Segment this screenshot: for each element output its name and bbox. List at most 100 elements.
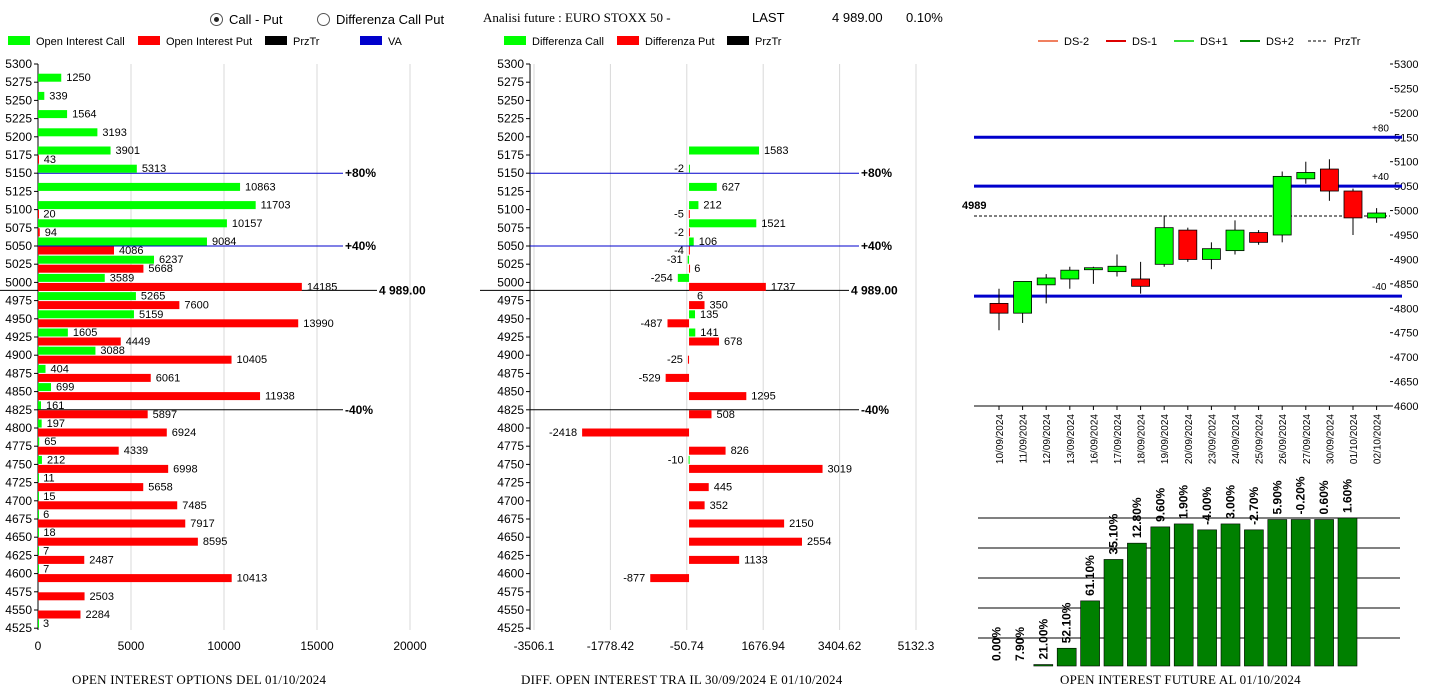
strike-label: 5300 (5, 57, 32, 71)
candle-body (1131, 278, 1151, 287)
bar-value-label: 6237 (159, 254, 183, 266)
bar-value-label: 9084 (212, 236, 236, 248)
bar-value-label: 13990 (303, 318, 334, 330)
strike-label: 4625 (5, 548, 32, 562)
bar-put (689, 464, 823, 473)
bar-value-label: -31 (667, 254, 683, 266)
strike-label: 4675 (497, 512, 524, 526)
bar-value-label: 445 (714, 482, 732, 494)
y-tick-label: 5000 (1394, 206, 1418, 218)
przTr-label: 4989 (962, 200, 986, 212)
bar-call (38, 128, 98, 137)
last-value: 4 989.00 (832, 10, 883, 25)
future-oi-label: 35.10% (1107, 513, 1121, 554)
bar-value-label: 3589 (110, 272, 134, 284)
future-oi-label: 52.10% (1060, 602, 1074, 643)
bar-put (689, 392, 747, 401)
strike-label: 5075 (5, 221, 32, 235)
bar-put (688, 210, 690, 219)
bar-value-label: 10863 (245, 181, 276, 193)
bar-value-label: 352 (710, 500, 728, 512)
strike-label: 5225 (5, 112, 32, 126)
bar-value-label: 4086 (119, 245, 143, 257)
strike-label: 5075 (497, 221, 524, 235)
y-tick-label: 5050 (1394, 181, 1418, 193)
bar-call (38, 219, 227, 228)
bar-value-label: 197 (47, 418, 65, 430)
radio-unselected-icon[interactable] (317, 13, 330, 26)
legend-label-2: PrzTr (755, 36, 782, 48)
bar-call (689, 201, 699, 210)
bar-put (38, 355, 232, 364)
strike-label: 5175 (5, 148, 32, 162)
bar-value-label: 3901 (116, 145, 140, 157)
bar-call (689, 219, 757, 228)
future-oi-bar (1150, 526, 1171, 667)
strike-label: 5225 (497, 112, 524, 126)
bar-value-label: -5 (674, 209, 684, 221)
strike-label: 4750 (497, 457, 524, 471)
future-oi-label: 3.00% (1224, 485, 1238, 519)
strike-label: 5250 (5, 93, 32, 107)
bar-put (582, 428, 690, 437)
bar-value-label: 65 (44, 436, 56, 448)
bar-value-label: -2 (674, 163, 684, 175)
bar-value-label: 1737 (771, 281, 795, 293)
x-tick-label: -1778.42 (587, 639, 635, 650)
future-oi-bar (1103, 559, 1124, 667)
strike-label: 5150 (497, 166, 524, 180)
diff-call-put-radio[interactable]: Differenza Call Put (317, 12, 444, 27)
bar-value-label: -25 (667, 354, 683, 366)
bar-call (688, 455, 690, 464)
bar-put (688, 228, 690, 237)
date-label: 12/09/2024 (1042, 414, 1053, 464)
x-tick-label: 15000 (300, 639, 334, 650)
date-label: 23/09/2024 (1207, 414, 1218, 464)
date-label: 11/09/2024 (1019, 414, 1030, 464)
bar-put (687, 355, 690, 364)
bar-call (38, 401, 41, 410)
legend-swatch-1 (138, 36, 160, 45)
x-tick-label: 5000 (118, 639, 145, 650)
bar-value-label: 3019 (828, 463, 852, 475)
candle-body (1319, 168, 1339, 192)
strike-label: 4700 (5, 494, 32, 508)
strike-label: 4775 (497, 439, 524, 453)
strike-label: 5100 (497, 203, 524, 217)
bar-put (689, 337, 720, 346)
bar-put (38, 264, 144, 273)
future-oi-bar (1290, 519, 1311, 667)
bar-call (38, 273, 105, 282)
call-put-label: Call - Put (229, 12, 283, 27)
footer-oi-future: OPEN INTEREST FUTURE AL 01/10/2024 (1060, 672, 1301, 687)
candle-body (1296, 172, 1316, 180)
bar-put (38, 464, 169, 473)
radio-selected-icon[interactable] (210, 13, 223, 26)
footer-oi-options: OPEN INTEREST OPTIONS DEL 01/10/2024 (72, 672, 327, 687)
bar-value-label: 7917 (190, 518, 214, 530)
bar-call (38, 73, 62, 82)
bar-value-label: 1583 (764, 145, 788, 157)
bar-value-label: 1133 (744, 554, 768, 566)
level-label: 4 989.00 (851, 283, 898, 297)
bar-value-label: 15 (43, 491, 55, 503)
bar-put (38, 392, 261, 401)
date-label: 13/09/2024 (1066, 414, 1077, 464)
future-oi-label: 1.60% (1341, 479, 1355, 513)
call-put-radio[interactable]: Call - Put (210, 12, 282, 27)
legend-swatch-0 (504, 36, 526, 45)
strike-label: 4650 (5, 530, 32, 544)
candle-body (1036, 277, 1056, 286)
future-oi-bar (1337, 517, 1358, 667)
strike-label: 4925 (5, 330, 32, 344)
candle-body (1013, 281, 1032, 314)
legend-label-0: DS-2 (1064, 36, 1089, 48)
x-tick-label: 5132.3 (898, 639, 935, 650)
candle-body (1272, 175, 1292, 236)
y-tick-label: 5100 (1394, 157, 1418, 169)
bar-value-label: 7 (43, 564, 49, 576)
future-oi-label: 61.10% (1083, 555, 1097, 596)
level-label: +80 (1372, 123, 1389, 134)
bar-put (650, 574, 690, 583)
future-oi-label: 1.90% (1177, 485, 1191, 519)
